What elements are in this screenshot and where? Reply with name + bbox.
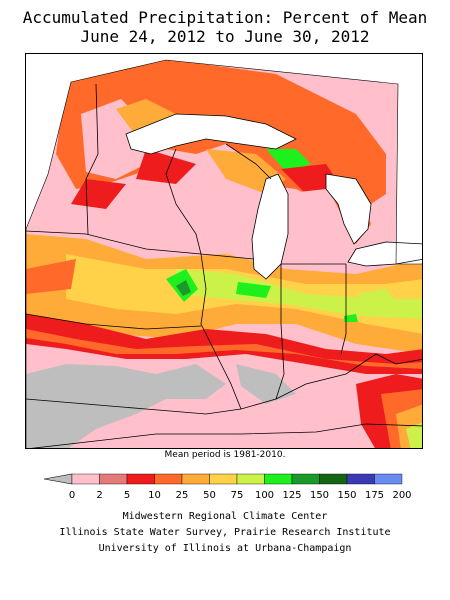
- legend-tick-label: 75: [231, 490, 244, 501]
- legend-swatch: [374, 473, 403, 485]
- precip-band-125: [176, 280, 191, 296]
- legend-swatch: [99, 473, 128, 485]
- precip-band-0: [281, 189, 346, 274]
- legend-tick-label: 100: [255, 490, 274, 501]
- mean-period-note: Mean period is 1981-2010.: [164, 450, 286, 460]
- boundary-mn-nd: [85, 83, 99, 235]
- precip-band-10: [26, 259, 76, 294]
- precip-band-10: [26, 329, 422, 369]
- boundary-ia-il: [200, 253, 242, 410]
- precip-band-5: [136, 149, 196, 184]
- boundary-mo-ar: [26, 398, 242, 415]
- precip-band-75: [406, 422, 422, 448]
- boundary-ohio-river: [240, 353, 422, 410]
- legend-tick-label: 50: [203, 490, 216, 501]
- credit-uiuc: University of Illinois at Urbana-Champai…: [98, 543, 352, 554]
- legend-swatch: [154, 473, 183, 485]
- legend-swatch: [181, 473, 210, 485]
- color-legend: 0 2 5 10 25 50 75 100 125 150 150 175 200: [43, 473, 412, 501]
- legend-swatch: [209, 473, 238, 485]
- legend-swatch: [346, 473, 375, 485]
- map-title-line-2: June 24, 2012 to June 30, 2012: [80, 27, 370, 46]
- precip-band-100: [266, 149, 311, 172]
- legend-tick-label: 150: [337, 490, 356, 501]
- precip-band-75: [356, 289, 398, 314]
- precipitation-map-svg: [26, 54, 422, 448]
- legend-tick-label: 5: [124, 490, 130, 501]
- legend-tick-label: 0: [69, 490, 75, 501]
- legend-swatch: [264, 473, 293, 485]
- precip-band-below-0: [236, 364, 296, 404]
- boundary-wi-il: [200, 253, 255, 260]
- lake-huron: [325, 173, 372, 245]
- legend-swatch: [236, 473, 265, 485]
- precip-band-75: [176, 269, 422, 319]
- map-title-line-1: Accumulated Precipitation: Percent of Me…: [22, 8, 428, 27]
- legend-tick-label: 10: [148, 490, 161, 501]
- legend-tick-label: 25: [176, 490, 189, 501]
- precip-band-5: [71, 179, 126, 209]
- precip-band-100: [344, 314, 358, 322]
- legend-tick-label: 2: [96, 490, 102, 501]
- legend-swatch: [291, 473, 320, 485]
- boundary-ia-mo: [26, 313, 202, 330]
- credit-mrcc: Midwestern Regional Climate Center: [122, 511, 328, 522]
- boundary-in-oh: [340, 264, 347, 355]
- legend-swatch: [126, 473, 155, 485]
- legend-tick-label: 175: [365, 490, 384, 501]
- legend-tick-label: 150: [310, 490, 329, 501]
- credit-isws: Illinois State Water Survey, Prairie Res…: [59, 527, 391, 538]
- lake-erie: [347, 241, 422, 267]
- precip-band-5: [26, 314, 422, 374]
- domain-outline: [26, 59, 422, 448]
- legend-swatch: [71, 473, 100, 485]
- legend-tick-label: 125: [282, 490, 301, 501]
- legend-tick-label: 200: [392, 490, 411, 501]
- boundary-mi-wi: [225, 143, 272, 180]
- boundary-ky-tn: [31, 423, 422, 448]
- legend-under-triangle: [43, 473, 73, 485]
- state-boundaries: [26, 83, 422, 448]
- legend-swatch: [319, 473, 348, 485]
- precip-band-100: [236, 282, 271, 298]
- boundary-mn-ia: [26, 230, 202, 255]
- lake-michigan: [251, 173, 289, 280]
- boundary-il-in: [275, 264, 285, 400]
- precipitation-map: [25, 53, 423, 449]
- lake-superior: [125, 113, 297, 155]
- boundary-mn-wi: [165, 148, 202, 255]
